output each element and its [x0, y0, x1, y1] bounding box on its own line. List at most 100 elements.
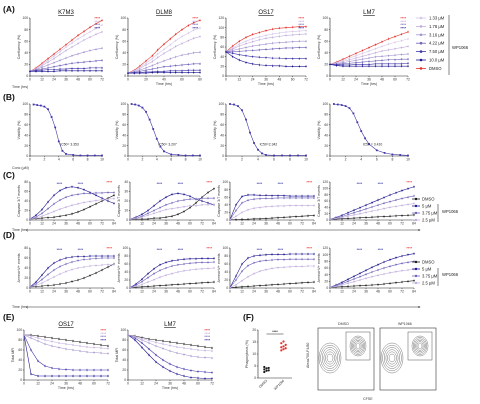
data-point [145, 60, 147, 62]
data-point [101, 67, 103, 69]
data-point [395, 270, 397, 273]
data-point [247, 218, 249, 220]
data-point [347, 215, 349, 217]
data-point [176, 352, 178, 354]
data-point [141, 280, 143, 283]
data-point [241, 270, 243, 272]
y-tick-label: 0 [126, 218, 128, 222]
data-point [163, 60, 165, 62]
data-point [58, 368, 60, 370]
data-point [61, 149, 64, 152]
data-point [265, 34, 267, 37]
chart-c3: Caspase 3/7 events 0 20 40 60 80 100 0 12 24 36 48 6… [217, 180, 316, 225]
data-point [65, 343, 67, 345]
data-point [152, 128, 155, 130]
y-axis-label: Caspase 3/7 events [117, 185, 121, 217]
x-tick-label: 0 [29, 290, 31, 294]
y-tick-label: 80 [324, 113, 328, 117]
x-tick-label: 36 [264, 290, 268, 294]
data-point [211, 377, 213, 380]
legend-marker [419, 41, 423, 45]
legend-d: DMSO 5 µM 3.75 µM 2.5 µM [412, 260, 438, 286]
data-point [289, 197, 291, 199]
data-point [353, 211, 355, 214]
contour-line [411, 335, 429, 357]
data-point [267, 366, 270, 370]
legend-marker [419, 67, 423, 70]
y-tick-label: 0 [124, 154, 126, 158]
data-point [389, 206, 391, 209]
x-tick-label: 72 [400, 222, 404, 226]
data-point [159, 269, 161, 272]
series-line [127, 20, 201, 74]
flow-plots [317, 327, 437, 391]
y-tick-label: 80 [220, 113, 224, 117]
data-point [169, 57, 172, 60]
data-point [407, 253, 409, 256]
x-tick-label: 60 [291, 78, 295, 82]
data-point [295, 215, 297, 218]
data-point [41, 64, 43, 67]
legend-entry: 3.16 µM [429, 32, 445, 37]
data-point [147, 285, 149, 288]
significance-stars: **** [94, 17, 100, 21]
data-point [347, 213, 349, 216]
data-point [37, 337, 39, 339]
data-point [53, 210, 55, 213]
data-point [201, 282, 203, 284]
data-point [273, 154, 275, 157]
significance-stars: **** [257, 248, 263, 252]
x-tick-label: 36 [64, 290, 68, 294]
data-point [59, 215, 61, 217]
data-point [159, 210, 161, 213]
data-point [83, 67, 85, 70]
data-point [100, 375, 102, 377]
y-tick-label: 40 [124, 270, 128, 274]
x-tick-label: 6 [72, 158, 74, 162]
y-tick-label: 80 [124, 254, 128, 258]
data-point [231, 48, 234, 50]
x-tick-label: 36 [364, 222, 368, 226]
data-point [207, 267, 209, 270]
data-point [387, 59, 390, 61]
data-point [192, 52, 195, 54]
data-point [359, 284, 361, 287]
data-point [41, 208, 43, 211]
y-tick-label: 120 [219, 16, 225, 20]
x-tick-label: 12 [40, 78, 44, 82]
data-point [83, 277, 85, 279]
data-point [107, 198, 109, 200]
data-point [329, 286, 331, 289]
data-point [155, 137, 158, 140]
chart-c4: Caspase 3/7 events 0 20 40 60 80 100 120 0 12 24 36… [317, 180, 416, 225]
contour-line [380, 342, 404, 374]
x-tick-label: 10 [304, 158, 308, 162]
data-point [361, 52, 364, 55]
contour-line [414, 338, 426, 354]
data-point [298, 30, 301, 32]
data-point [374, 43, 377, 46]
data-point [51, 340, 53, 343]
x-tick-label: 48 [277, 78, 281, 82]
data-point [245, 50, 247, 52]
data-point [285, 26, 287, 29]
data-point [187, 32, 190, 34]
data-point [113, 194, 115, 197]
y-tick-label: 80 [220, 36, 224, 40]
data-point [394, 54, 396, 56]
data-point [101, 47, 103, 49]
contour-line [320, 345, 340, 372]
significance-stars: **** [100, 329, 106, 333]
data-point [245, 118, 247, 121]
data-point [353, 214, 355, 216]
data-point [201, 261, 203, 264]
x-tick-label: 60 [180, 78, 184, 82]
y-tick-label: 80 [122, 28, 126, 32]
data-point [47, 267, 49, 269]
y-tick-label: 20 [24, 63, 28, 67]
data-point [47, 70, 49, 73]
data-point [47, 108, 49, 111]
data-point [53, 68, 55, 71]
x-tick-label: 72 [200, 290, 204, 294]
y-tick-label: 60 [122, 39, 126, 43]
